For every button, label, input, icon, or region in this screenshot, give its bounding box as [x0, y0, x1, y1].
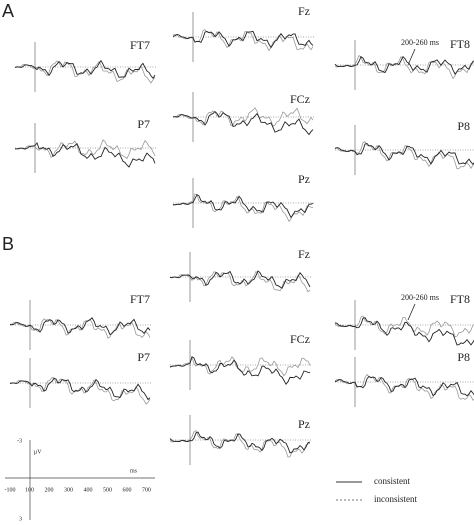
annotation: 200-260 ms — [401, 38, 439, 47]
waveform-consistent — [334, 55, 474, 75]
scale-x-tick: 500 — [103, 487, 112, 493]
waveform-inconsistent — [172, 193, 314, 223]
electrode-label: FT7 — [130, 38, 150, 52]
waveform-inconsistent — [172, 107, 314, 127]
scale-x-tick: -100 — [5, 487, 16, 493]
electrode-label: P8 — [457, 119, 470, 133]
legend-label: inconsistent — [374, 494, 417, 504]
waveform-consistent — [169, 355, 311, 386]
waveform-inconsistent — [169, 270, 311, 293]
waveform-inconsistent — [169, 356, 311, 377]
electrode-label: FCz — [290, 332, 310, 346]
panel-label: B — [2, 234, 14, 254]
electrode-label: Pz — [298, 417, 310, 431]
waveform-consistent — [334, 142, 474, 166]
plots: -100 100 200 300 400 500 600 700 A FT7 Fz FT8 200-26… — [2, 1, 474, 493]
waveform-inconsistent — [9, 318, 151, 339]
waveform-consistent — [172, 193, 314, 219]
waveform-inconsistent — [334, 55, 474, 80]
waveform-consistent — [172, 30, 314, 49]
scale-x-tick: 200 — [45, 487, 54, 493]
waveform-consistent — [9, 317, 151, 336]
electrode-label: P8 — [457, 350, 470, 364]
scale-x-tick: 100 — [25, 487, 34, 493]
electrode-label: Fz — [298, 247, 310, 261]
waveform-inconsistent — [334, 315, 474, 338]
scale-x-tick: 400 — [84, 487, 93, 493]
scale: -3 3 μV ms — [5, 438, 155, 522]
electrode-label: P7 — [137, 117, 150, 131]
annotation-arrow — [407, 48, 416, 66]
scale-x-tick: 700 — [142, 487, 151, 493]
electrode-label: Fz — [298, 4, 310, 18]
scale-x-unit: ms — [130, 468, 138, 474]
legend: consistent inconsistent — [336, 476, 417, 504]
waveform-inconsistent — [14, 139, 156, 160]
waveform-inconsistent — [169, 430, 311, 458]
electrode-label: FT8 — [450, 292, 470, 306]
panel-label: A — [2, 1, 14, 21]
electrode-label: FT8 — [450, 37, 470, 51]
waveform-consistent — [334, 375, 474, 397]
waveform-consistent — [14, 141, 156, 168]
electrode-label: P7 — [137, 350, 150, 364]
waveform-consistent — [169, 270, 311, 289]
annotation-arrow — [407, 303, 416, 321]
scale-y-tick: -3 — [17, 438, 22, 444]
scale-y-unit: μV — [34, 449, 42, 455]
scale-x-tick: 600 — [123, 487, 132, 493]
electrode-label: Pz — [298, 172, 310, 186]
waveform-consistent — [334, 317, 474, 346]
annotation: 200-260 ms — [401, 293, 439, 302]
waveform-consistent — [169, 431, 311, 454]
waveform-consistent — [172, 110, 314, 136]
scale-y-tick: 3 — [19, 516, 22, 522]
waveform-consistent — [14, 59, 156, 79]
scale-x-tick: 300 — [64, 487, 73, 493]
waveform-consistent — [9, 377, 151, 401]
electrode-label: FCz — [290, 92, 310, 106]
electrode-label: FT7 — [130, 292, 150, 306]
waveform-inconsistent — [334, 141, 474, 170]
legend-label: consistent — [374, 476, 410, 486]
